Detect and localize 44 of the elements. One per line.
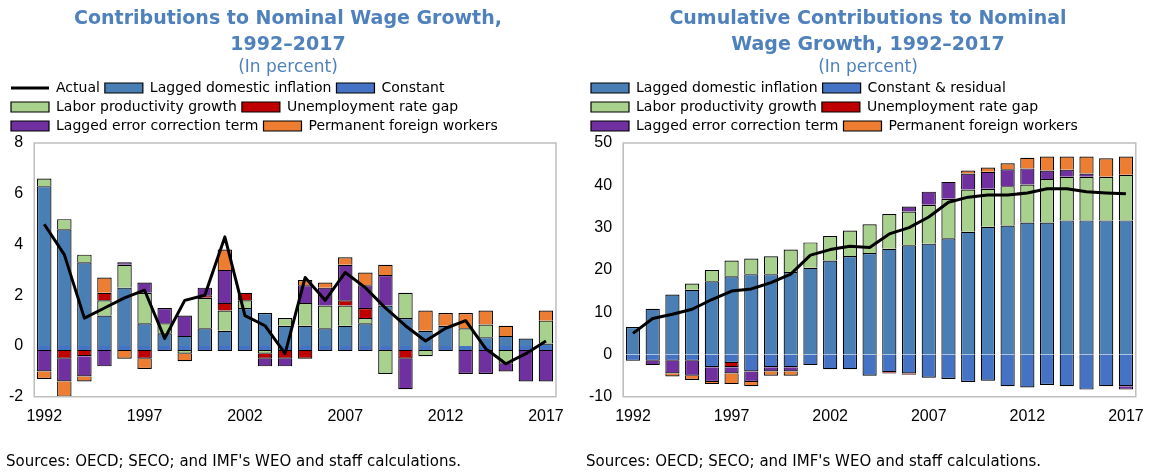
y-tick-label: -2 [8, 387, 24, 405]
chart-subtitle: (In percent) [237, 56, 339, 76]
y-tick-label: 50 [594, 133, 613, 151]
legend-label: Labor productivity growth [636, 97, 817, 114]
y-tick-label: 10 [594, 302, 613, 320]
x-tick-label: 1992 [615, 406, 651, 424]
legend-label: Lagged error correction term [636, 116, 839, 133]
x-tick-label: 2007 [327, 406, 364, 424]
x-tick-label: 2002 [227, 406, 263, 424]
legend-label: Constant [381, 78, 445, 95]
x-tick-label: 1992 [26, 406, 63, 424]
legend-label: Constant & residual [867, 78, 1006, 95]
y-tick-label: -10 [589, 387, 613, 405]
x-tick-label: 2002 [812, 406, 849, 424]
x-tick-label: 2017 [528, 406, 564, 424]
y-tick-label: 40 [594, 175, 613, 193]
legend-label: Labor productivity growth [56, 97, 237, 114]
legend-label: Lagged domestic inflation [636, 78, 818, 95]
legend-label: Unemployment rate gap [866, 97, 1039, 114]
legend-label: Actual [56, 78, 100, 95]
source-note: Sources: OECD; SECO; and IMF's WEO and staff calculations. [586, 452, 1041, 470]
source-note: Sources: OECD; SECO; and IMF's WEO and staff calculations. [6, 452, 461, 470]
x-tick-label: 2017 [1108, 406, 1144, 424]
chart-subtitle: (In percent) [817, 56, 919, 76]
y-tick-label: 2 [14, 285, 24, 303]
legend-label: Unemployment rate gap [286, 97, 459, 114]
y-tick-label: 8 [14, 133, 24, 151]
chart-title: Contributions to Nominal Wage Growth, 1992–2017 [73, 5, 503, 56]
legend-label: Lagged domestic inflation [149, 78, 332, 95]
y-tick-label: 0 [603, 344, 613, 362]
y-tick-label: 4 [14, 234, 24, 252]
y-tick-label: 20 [594, 260, 613, 278]
legend-label: Permanent foreign workers [308, 116, 498, 133]
x-tick-label: 2007 [910, 406, 947, 424]
y-tick-label: 6 [14, 184, 24, 202]
x-tick-label: 1997 [126, 406, 163, 424]
x-tick-label: 2012 [427, 406, 464, 424]
y-tick-label: 30 [594, 218, 613, 236]
y-tick-label: 0 [14, 336, 24, 354]
chart-title: Cumulative Contributions to Nominal Wage Growth, 1992–2017 [668, 5, 1068, 56]
x-tick-label: 1997 [713, 406, 750, 424]
x-tick-label: 2012 [1009, 406, 1046, 424]
legend-label: Lagged error correction term [56, 116, 259, 133]
legend-label: Permanent foreign workers [888, 116, 1078, 133]
